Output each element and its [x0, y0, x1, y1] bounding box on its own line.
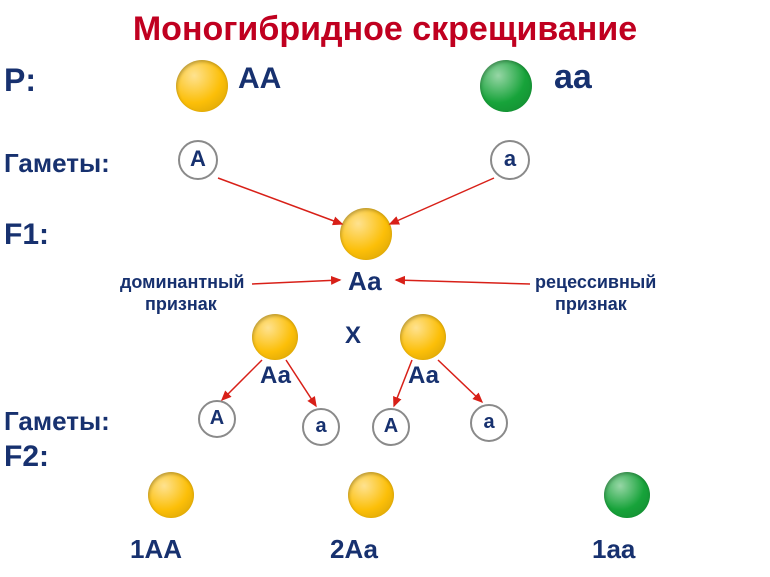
gamete-text: А — [210, 407, 224, 430]
label-gametes-2: Гаметы: — [4, 406, 110, 437]
gamete-text: а — [483, 411, 494, 434]
arrow-line — [396, 280, 530, 284]
f2-circle-aa-rec — [604, 472, 650, 518]
label-recessive-2: признак — [555, 294, 627, 315]
f1-cross-right-label: Аа — [408, 362, 439, 390]
label-f2: F2: — [4, 440, 49, 474]
label-recessive-1: рецессивный — [535, 272, 656, 293]
f2-label-aa-rec: 1аа — [592, 534, 635, 565]
f1-cross-left-label: Аа — [260, 362, 291, 390]
gamete-text: А — [384, 415, 398, 438]
gamete-p-a-dom: А — [178, 140, 218, 180]
f2-label-aa-het: 2Аа — [330, 534, 378, 565]
f1-circle — [340, 208, 392, 260]
arrow-line — [438, 360, 482, 402]
f2-circle-aa-het — [348, 472, 394, 518]
arrow-line — [252, 280, 340, 284]
diagram-title: Моногибридное скрещивание — [0, 10, 770, 49]
parent-circle-aa-dom — [176, 60, 228, 112]
gamete-text: а — [315, 415, 326, 438]
gamete-text: а — [504, 146, 516, 172]
gamete-f1-2: а — [302, 408, 340, 446]
label-p: P: — [4, 62, 36, 99]
parent-circle-aa-rec — [480, 60, 532, 112]
arrow-line — [222, 360, 262, 400]
label-f1: F1: — [4, 218, 49, 252]
f1-label: Аа — [348, 266, 382, 297]
label-gametes-1: Гаметы: — [4, 148, 110, 179]
label-dominant-1: доминантный — [120, 272, 244, 293]
gamete-text: А — [190, 146, 206, 172]
title-text: Моногибридное скрещивание — [133, 10, 637, 48]
parent-label-aa-rec: аа — [554, 58, 592, 97]
gamete-p-a-rec: а — [490, 140, 530, 180]
arrow-line — [218, 178, 342, 224]
gamete-f1-1: А — [198, 400, 236, 438]
arrow-line — [390, 178, 494, 224]
f1-cross-right-circle — [400, 314, 446, 360]
gamete-f1-3: А — [372, 408, 410, 446]
parent-label-aa-dom: АА — [238, 62, 281, 96]
gamete-f1-4: а — [470, 404, 508, 442]
f1-cross-left-circle — [252, 314, 298, 360]
label-cross-x: X — [345, 322, 361, 350]
f2-label-aa-dom: 1АА — [130, 534, 182, 565]
label-dominant-2: признак — [145, 294, 217, 315]
f2-circle-aa-dom — [148, 472, 194, 518]
